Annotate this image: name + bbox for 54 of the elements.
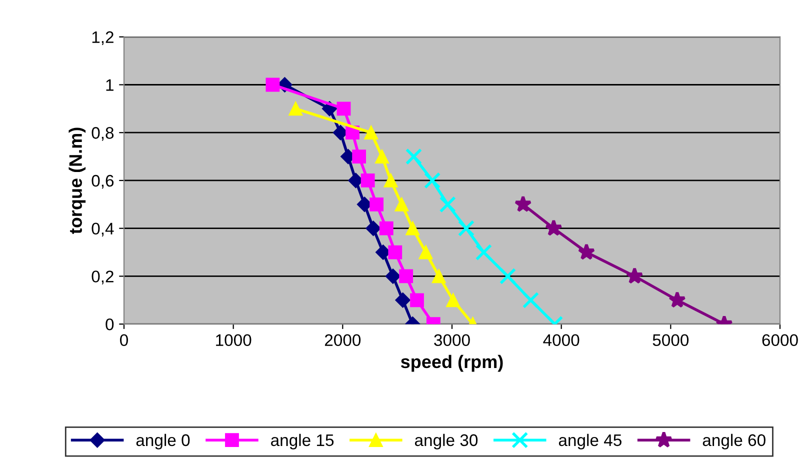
y-tick-label: 0,6 [92,174,114,189]
y-axis-title: torque (N.m) [68,128,86,234]
point [446,293,460,308]
point [366,220,381,236]
point [432,269,446,284]
point [668,291,686,308]
point [522,292,540,308]
point [418,245,433,260]
y-tick-label: 1,2 [92,31,114,46]
x-tick-label: 2000 [324,334,361,346]
point [626,267,644,284]
point [424,172,441,189]
point [395,292,410,308]
y-tick-label: 1 [106,79,114,91]
y-tick-label: 0,4 [92,222,114,237]
point [405,148,422,165]
point [288,102,303,116]
y-tick-label: 0 [106,318,114,330]
y-tick-label: 0,2 [92,270,114,284]
point [545,219,562,236]
point [439,196,456,213]
legend-label: angle 45 [558,434,622,450]
x-tick-label: 6000 [762,334,798,346]
x-tick-label: 1000 [216,334,252,346]
x-tick-label: 3000 [434,334,470,346]
point [375,150,389,164]
point [514,195,532,212]
point [384,174,398,188]
legend-label: angle 30 [414,434,478,450]
point [352,150,366,164]
x-axis-title: speed (rpm) [400,354,503,372]
legend-label: angle 15 [271,434,334,450]
point [578,243,596,260]
point [399,269,414,284]
x-tick-label: 0 [120,334,128,346]
point [475,244,492,261]
point [336,102,351,116]
legend-label: angle 60 [702,434,766,450]
y-tick-label: 0,8 [92,127,114,141]
point [266,78,280,92]
point [406,221,420,236]
point [385,268,401,284]
legend-label: angle 0 [136,434,190,450]
point [364,126,378,140]
point [379,221,394,236]
point [360,174,375,188]
point [388,245,402,260]
point [458,220,475,237]
point [394,197,409,212]
x-tick-label: 5000 [652,334,689,346]
point [499,268,516,285]
point [410,293,424,308]
x-tick-label: 4000 [543,334,580,346]
point [370,197,384,212]
